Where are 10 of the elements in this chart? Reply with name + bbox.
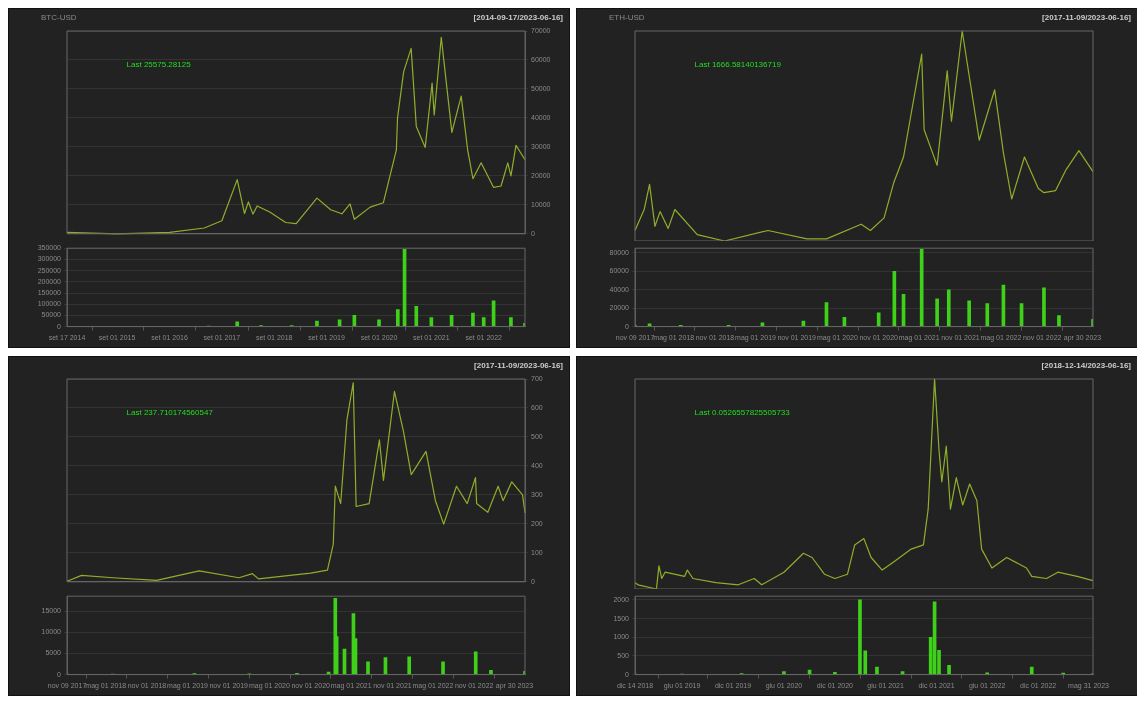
chart-subtitle: [2018-12-14/2023-06-16] xyxy=(1041,361,1132,371)
annotation: Last 0.0526557825505733 xyxy=(694,408,791,418)
annotation: Last 237.710174560547 xyxy=(126,408,214,418)
annotation: Last 1666.58140136719 xyxy=(694,60,782,70)
chart-subtitle: [2017-11-09/2023-06-16] xyxy=(1042,13,1132,23)
chart-subtitle: [2017-11-09/2023-06-16] xyxy=(474,361,564,371)
annotation: Last 25575.28125 xyxy=(126,60,192,70)
chart-title: ETH-USD xyxy=(609,13,645,23)
chart-title: BTC-USD xyxy=(41,13,77,23)
chart-subtitle: [2014-09-17/2023-06-16] xyxy=(473,13,564,23)
